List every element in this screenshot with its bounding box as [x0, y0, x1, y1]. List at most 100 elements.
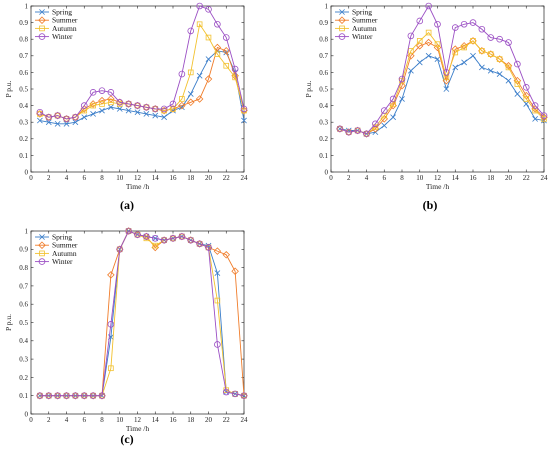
- data-point-winter: [451, 24, 459, 31]
- data-point-spring: [470, 52, 476, 59]
- x-tick-label: 16: [470, 174, 478, 182]
- data-point-autumn: [470, 38, 476, 44]
- data-point-spring: [425, 52, 432, 59]
- data-point-autumn: [232, 391, 238, 397]
- data-point-autumn: [90, 102, 96, 109]
- x-axis-label: Time /h: [126, 182, 150, 191]
- data-point-winter: [134, 231, 141, 238]
- series-winter: [336, 2, 548, 138]
- legend-entry-winter: Winter: [52, 32, 73, 41]
- x-tick-label: 4: [65, 174, 69, 182]
- data-point-spring: [523, 101, 530, 107]
- data-point-winter: [187, 27, 195, 35]
- x-tick-label: 8: [100, 174, 104, 182]
- series-line-winter: [39, 230, 245, 397]
- data-point-winter: [514, 60, 521, 68]
- legend-entry-winter: Winter: [352, 32, 373, 41]
- data-point-winter: [143, 103, 150, 111]
- y-tick-label: 0.4: [19, 337, 28, 345]
- data-point-winter: [160, 105, 168, 113]
- data-point-winter: [36, 392, 44, 400]
- chart-panel-a: 0 2 4 6 8 10 12 14 16 18 20 22 2400.10.20.30.40.50.6…: [4, 2, 248, 212]
- data-point-winter: [222, 34, 230, 41]
- data-point-winter: [240, 392, 248, 400]
- x-tick-label: 10: [416, 174, 424, 182]
- data-point-spring: [487, 67, 494, 74]
- data-point-winter: [336, 125, 344, 133]
- legend-swatch-marker: [39, 234, 45, 240]
- series-winter: [36, 2, 248, 123]
- data-point-spring: [116, 106, 123, 112]
- data-point-autumn: [461, 44, 467, 51]
- data-point-spring: [399, 96, 405, 102]
- data-point-autumn: [541, 116, 547, 122]
- data-point-spring: [532, 115, 539, 122]
- y-tick-label: 0.7: [319, 52, 328, 60]
- y-tick-label: 0.8: [19, 264, 28, 272]
- data-point-spring: [143, 111, 150, 117]
- data-point-winter: [496, 35, 503, 43]
- data-point-winter: [178, 70, 186, 78]
- data-point-spring: [178, 104, 185, 111]
- data-point-winter: [205, 6, 212, 13]
- plot-frame: [30, 230, 245, 415]
- data-point-spring: [187, 91, 194, 97]
- data-point-winter: [354, 127, 361, 134]
- x-tick-label: 14: [152, 174, 160, 182]
- data-point-autumn: [214, 297, 221, 304]
- data-point-winter: [125, 227, 132, 235]
- y-tick-label: 0.6: [19, 69, 28, 77]
- x-tick-label: 16: [170, 174, 178, 182]
- data-point-spring: [36, 117, 43, 124]
- data-point-autumn: [479, 48, 485, 54]
- data-point-summer: [407, 52, 415, 60]
- data-point-winter: [45, 392, 53, 400]
- y-tick-label: 0.8: [19, 36, 28, 44]
- data-point-winter: [187, 236, 195, 244]
- x-tick-label: 0: [29, 416, 33, 424]
- x-tick-label: 4: [365, 174, 369, 182]
- data-point-autumn: [161, 237, 167, 243]
- data-point-winter: [372, 120, 379, 128]
- y-tick-label: 1: [325, 2, 329, 10]
- data-point-summer: [424, 38, 433, 47]
- data-point-summer: [186, 98, 195, 107]
- panel-label: (a): [120, 198, 134, 212]
- data-point-spring: [452, 64, 459, 71]
- data-point-autumn: [152, 242, 159, 249]
- y-tick-label: 0: [25, 168, 29, 176]
- data-point-spring: [461, 59, 468, 66]
- data-point-winter: [478, 25, 486, 33]
- x-axis-label: Time /h: [126, 424, 150, 433]
- panel-label: (b): [423, 198, 438, 212]
- data-point-spring: [514, 91, 521, 97]
- x-tick-label: 6: [83, 416, 87, 424]
- data-point-summer: [178, 101, 186, 110]
- data-point-winter: [407, 32, 415, 40]
- chart-panel-c: 0 2 4 6 8 10 12 14 16 18 20 22 2400.10.20.30.40.50.6…: [4, 227, 248, 446]
- legend-swatch-marker: [339, 25, 345, 32]
- data-point-winter: [178, 233, 186, 240]
- data-point-winter: [196, 2, 203, 10]
- y-tick-label: 0.5: [319, 85, 328, 93]
- legend-entry-summer: Summer: [52, 241, 78, 250]
- data-point-autumn: [416, 38, 423, 44]
- data-point-autumn: [99, 101, 105, 107]
- data-point-winter: [398, 75, 406, 83]
- data-point-winter: [107, 321, 115, 328]
- data-point-spring: [478, 64, 485, 71]
- data-point-winter: [116, 246, 124, 253]
- data-point-autumn: [241, 392, 247, 399]
- y-tick-label: 0.3: [19, 356, 28, 364]
- x-tick-label: 2: [47, 174, 51, 182]
- data-point-autumn: [408, 48, 414, 54]
- data-point-summer: [213, 247, 222, 255]
- data-point-autumn: [223, 62, 230, 69]
- x-tick-label: 4: [65, 416, 69, 424]
- legend-entry-summer: Summer: [352, 16, 378, 25]
- x-tick-label: 22: [223, 416, 231, 424]
- x-tick-label: 14: [152, 416, 160, 424]
- y-tick-label: 1: [25, 2, 29, 10]
- data-point-autumn: [514, 81, 521, 87]
